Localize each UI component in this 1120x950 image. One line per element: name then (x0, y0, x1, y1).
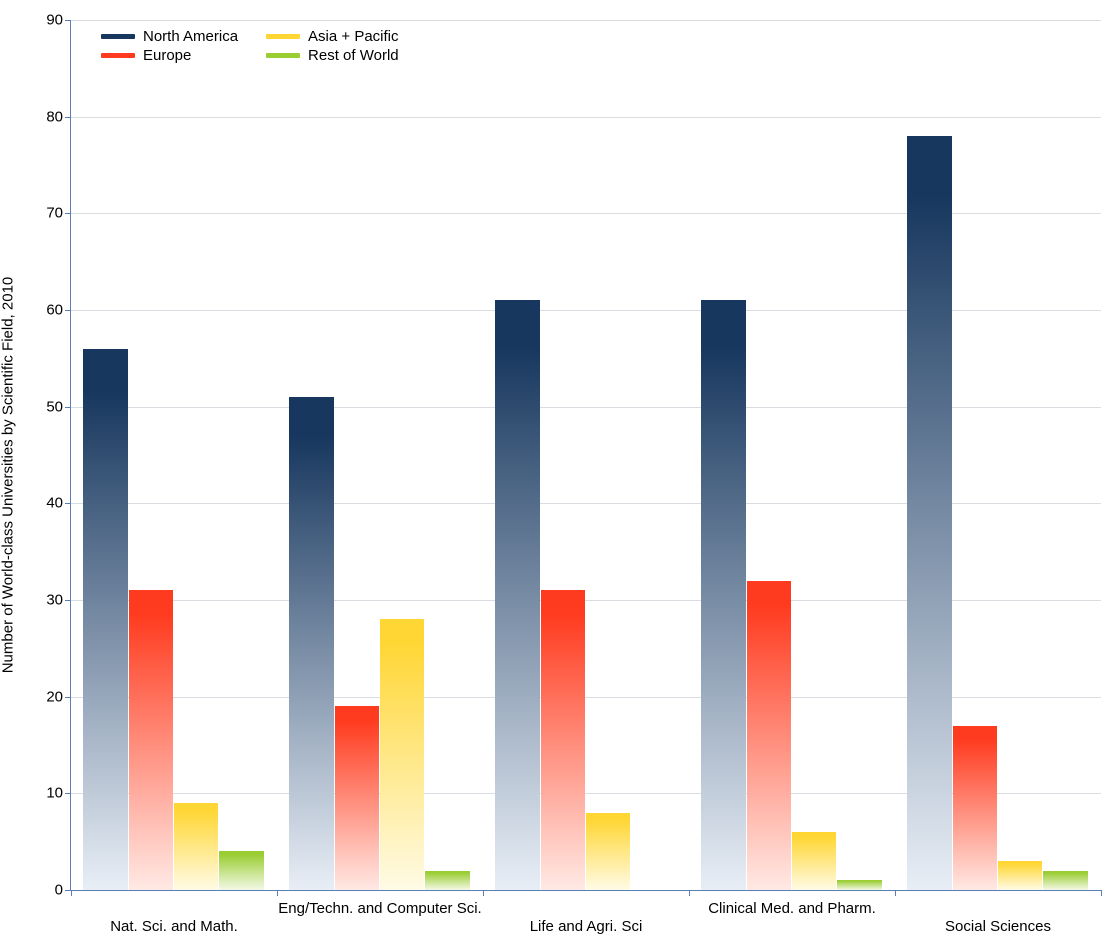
y-tick-label: 10 (46, 785, 63, 802)
bar (586, 813, 630, 890)
x-tick-mark (71, 890, 72, 896)
legend-label: Rest of World (308, 47, 399, 64)
legend-swatch (266, 53, 300, 58)
gridline (71, 117, 1101, 118)
bar (953, 726, 997, 890)
y-tick-mark (65, 117, 71, 118)
y-tick-mark (65, 697, 71, 698)
legend: North America Europe Asia + Pacific Rest… (101, 28, 399, 64)
bar (747, 581, 791, 890)
y-tick-mark (65, 213, 71, 214)
bar (998, 861, 1042, 890)
y-tick-mark (65, 407, 71, 408)
x-tick-mark (895, 890, 896, 896)
bar (837, 880, 881, 890)
x-tick-label: Nat. Sci. and Math. (110, 918, 238, 935)
y-tick-label: 0 (55, 882, 63, 899)
y-tick-mark (65, 793, 71, 794)
bar (289, 397, 333, 890)
legend-item: Rest of World (266, 47, 399, 64)
legend-label: Asia + Pacific (308, 28, 398, 45)
legend-column: Asia + Pacific Rest of World (266, 28, 399, 64)
bar (174, 803, 218, 890)
legend-label: North America (143, 28, 238, 45)
legend-item: Asia + Pacific (266, 28, 399, 45)
legend-item: North America (101, 28, 238, 45)
bar (495, 300, 539, 890)
x-tick-mark (483, 890, 484, 896)
x-tick-mark (689, 890, 690, 896)
y-tick-label: 60 (46, 302, 63, 319)
bar (701, 300, 745, 890)
x-tick-label: Social Sciences (945, 918, 1051, 935)
bar (907, 136, 951, 890)
plot-area: North America Europe Asia + Pacific Rest… (70, 20, 1101, 891)
bar (219, 851, 263, 890)
x-tick-mark (1101, 890, 1102, 896)
x-tick-label: Clinical Med. and Pharm. (708, 900, 876, 917)
y-tick-mark (65, 503, 71, 504)
legend-column: North America Europe (101, 28, 238, 64)
x-tick-label: Eng/Techn. and Computer Sci. (278, 900, 481, 917)
y-axis-label: Number of World-class Universities by Sc… (0, 277, 17, 674)
legend-label: Europe (143, 47, 191, 64)
legend-swatch (101, 34, 135, 39)
y-tick-label: 80 (46, 108, 63, 125)
bar (792, 832, 836, 890)
x-tick-label: Life and Agri. Sci (530, 918, 643, 935)
legend-swatch (266, 34, 300, 39)
x-tick-mark (277, 890, 278, 896)
bar (425, 871, 469, 890)
y-tick-mark (65, 310, 71, 311)
legend-swatch (101, 53, 135, 58)
y-tick-label: 40 (46, 495, 63, 512)
y-tick-label: 70 (46, 205, 63, 222)
bar (541, 590, 585, 890)
bar (335, 706, 379, 890)
chart-container: Number of World-class Universities by Sc… (0, 0, 1120, 950)
legend-item: Europe (101, 47, 238, 64)
y-tick-mark (65, 600, 71, 601)
y-tick-mark (65, 20, 71, 21)
bar (380, 619, 424, 890)
y-tick-label: 30 (46, 592, 63, 609)
gridline (71, 20, 1101, 21)
y-tick-label: 50 (46, 398, 63, 415)
y-tick-label: 90 (46, 12, 63, 29)
bar (1043, 871, 1087, 890)
bar (83, 349, 127, 890)
y-tick-label: 20 (46, 688, 63, 705)
bar (129, 590, 173, 890)
